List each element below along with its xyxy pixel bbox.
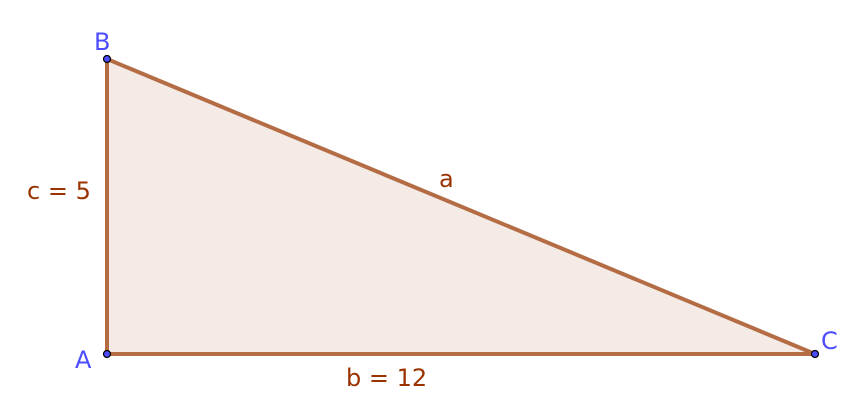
segment-a — [106, 57, 816, 356]
point-c-label: C — [821, 327, 838, 355]
point-b[interactable] — [102, 54, 112, 64]
segment-a-label: a — [439, 165, 454, 193]
point-a-label: A — [75, 346, 92, 374]
segment-c-label: c = 5 — [27, 177, 91, 205]
point-c[interactable] — [810, 349, 820, 359]
segment-b-label: b = 12 — [346, 364, 427, 392]
point-a[interactable] — [102, 349, 112, 359]
point-b-label: B — [94, 28, 110, 56]
